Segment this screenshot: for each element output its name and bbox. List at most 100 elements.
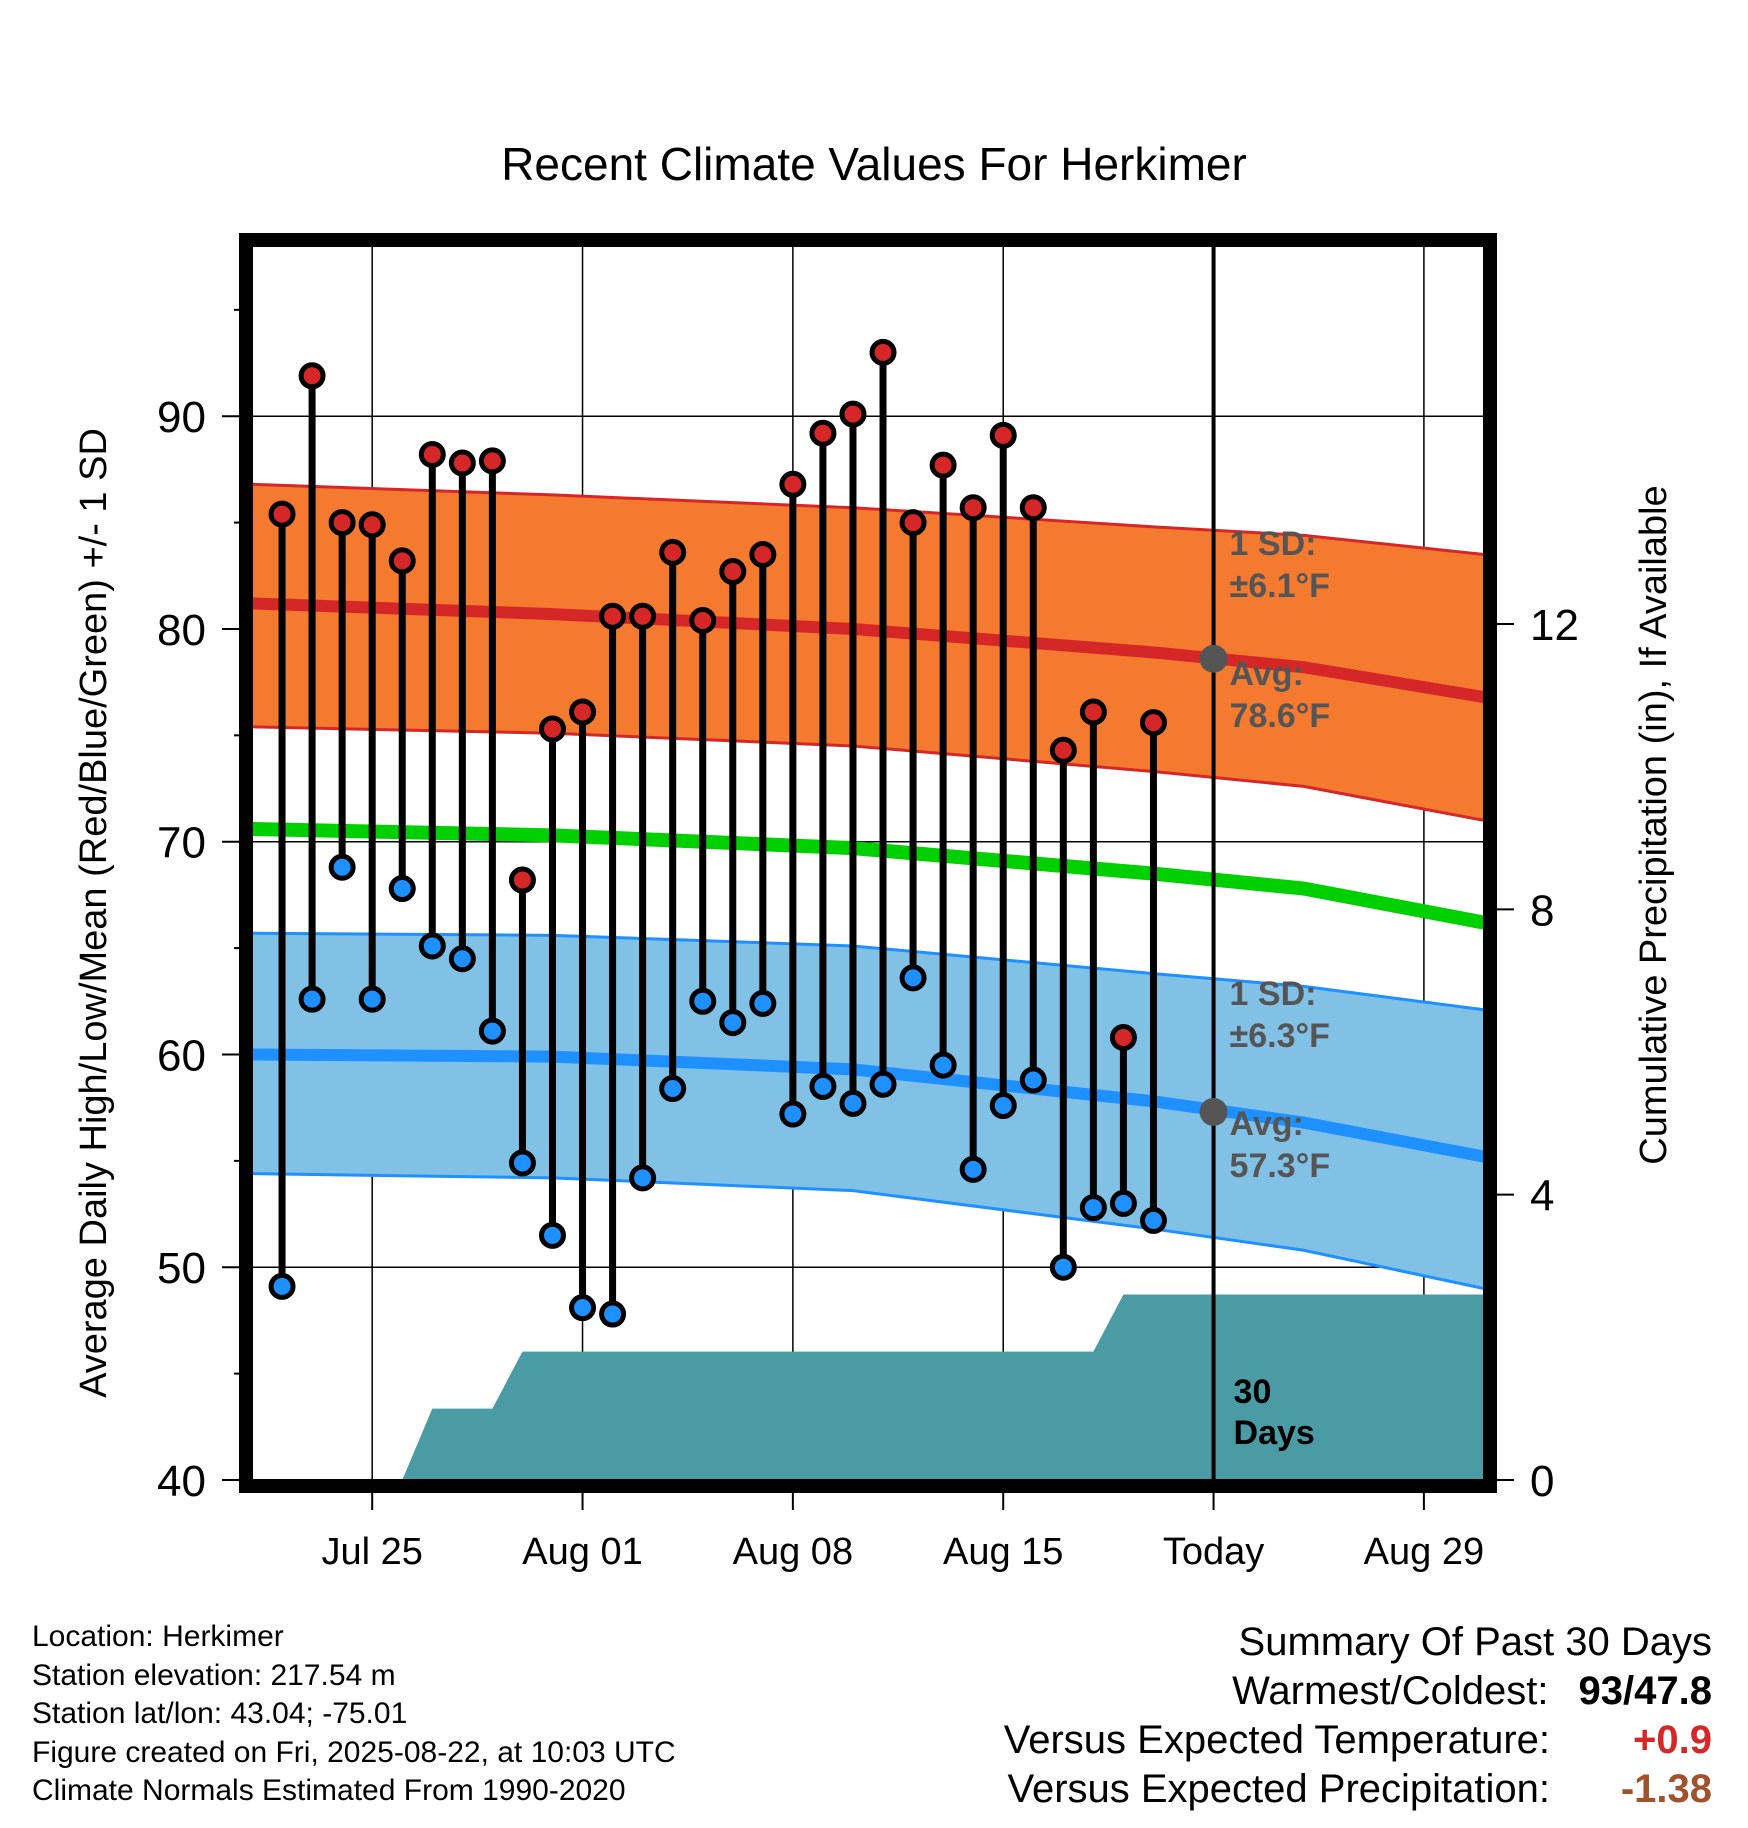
high-point: [298, 362, 326, 390]
y-tick-label: 70: [157, 819, 206, 868]
precip-anomaly-label: Versus Expected Precipitation:: [1007, 1767, 1550, 1811]
high-point: [478, 447, 506, 475]
high-point: [929, 451, 957, 479]
low-point: [839, 1089, 867, 1117]
high-point: [328, 509, 356, 537]
created-text: Figure created on Fri, 2025-08-22, at 10…: [32, 1735, 676, 1769]
high-point: [358, 511, 386, 539]
low-sd-band: [252, 933, 1484, 1289]
low-point: [1049, 1253, 1077, 1281]
summary-title: Summary Of Past 30 Days: [1238, 1620, 1712, 1664]
high-sd-annotation-value: ±6.1°F: [1230, 567, 1330, 605]
x-tick-label: Jul 25: [321, 1531, 422, 1573]
high-point: [1079, 698, 1107, 726]
high-point: [959, 494, 987, 522]
high-point: [569, 698, 597, 726]
high-point: [1049, 736, 1077, 764]
summary-warmest-row: Warmest/Coldest: 93/47.8: [1004, 1667, 1712, 1716]
low-point: [569, 1294, 597, 1322]
precip-days-label: 30: [1234, 1373, 1272, 1411]
warmest-label: Warmest/Coldest:: [1232, 1669, 1549, 1713]
low-point: [689, 987, 717, 1015]
y-tick-label: 90: [157, 393, 206, 442]
y-tick-label: 50: [157, 1244, 206, 1293]
high-point: [538, 715, 566, 743]
y2-tick-label: 4: [1530, 1172, 1554, 1221]
high-point: [1019, 494, 1047, 522]
y2-tick-label: 8: [1530, 886, 1554, 935]
low-point: [418, 932, 446, 960]
precip-days-value: Days: [1234, 1414, 1315, 1452]
high-point: [989, 421, 1017, 449]
high-point: [749, 541, 777, 568]
x-tick-label: Today: [1163, 1531, 1264, 1573]
high-point: [779, 470, 807, 498]
high-point: [388, 547, 416, 575]
high-sd-annotation-label: 1 SD:: [1230, 525, 1317, 563]
today-low-avg-marker: [1199, 1097, 1228, 1126]
low-point: [448, 945, 476, 973]
summary-temp-row: Versus Expected Temperature: +0.9: [1004, 1716, 1712, 1765]
low-point: [899, 964, 927, 992]
normals-text: Climate Normals Estimated From 1990-2020: [32, 1774, 626, 1807]
station-info: Location: Herkimer Station elevation: 21…: [32, 1618, 676, 1811]
low-avg-annotation-value: 57.3°F: [1230, 1147, 1331, 1185]
low-point: [538, 1221, 566, 1249]
low-avg-annotation-label: Avg:: [1230, 1105, 1304, 1143]
high-point: [689, 606, 717, 634]
x-tick-label: Aug 01: [522, 1531, 642, 1573]
low-point: [809, 1072, 837, 1100]
low-point: [749, 989, 777, 1017]
chart-title: Recent Climate Values For Herkimer: [501, 138, 1247, 190]
elevation-text: Station elevation: 217.54 m: [32, 1658, 396, 1692]
high-point: [809, 419, 837, 447]
high-point: [869, 338, 897, 366]
x-tick-label: Aug 29: [1364, 1531, 1484, 1573]
x-axis-label: Day: [840, 1605, 908, 1610]
low-point: [959, 1155, 987, 1183]
high-point: [599, 602, 627, 630]
low-sd-annotation-value: ±6.3°F: [1230, 1017, 1330, 1055]
high-point: [629, 602, 657, 630]
x-tick-label: Aug 08: [733, 1531, 853, 1573]
high-point: [659, 538, 687, 566]
y2-tick-label: 0: [1530, 1457, 1554, 1506]
high-point: [268, 500, 296, 528]
x-tick-label: Aug 15: [943, 1531, 1063, 1573]
low-point: [869, 1070, 897, 1098]
high-point: [418, 441, 446, 469]
high-avg-annotation-label: Avg:: [1230, 655, 1304, 693]
precip-area: [252, 1294, 1484, 1480]
high-point: [719, 558, 747, 586]
today-high-avg-marker: [1199, 644, 1228, 673]
normal-mean-line: [252, 821, 1484, 930]
y-tick-label: 60: [157, 1031, 206, 1080]
plot-frame: [239, 233, 1497, 1493]
low-point: [1019, 1066, 1047, 1094]
low-point: [719, 1009, 747, 1037]
precip-anomaly-value: -1.38: [1620, 1767, 1712, 1811]
high-point: [448, 449, 476, 477]
low-point: [328, 853, 356, 881]
low-point: [388, 875, 416, 903]
high-point: [1109, 1023, 1137, 1051]
low-point: [779, 1100, 807, 1128]
high-point: [508, 866, 536, 894]
warmest-value: 93/47.8: [1578, 1669, 1712, 1713]
latlon-text: Station lat/lon: 43.04; -75.01: [32, 1697, 408, 1730]
low-point: [929, 1051, 957, 1079]
low-point: [599, 1300, 627, 1328]
low-point: [478, 1017, 506, 1045]
y2-tick-label: 12: [1530, 601, 1579, 650]
climate-chart: 1 SD: ±6.1°F Avg: 78.6°F 1 SD: ±6.3°F Avg: 57.3…: [73, 138, 1675, 1610]
y-tick-label: 40: [157, 1457, 206, 1506]
high-avg-annotation-value: 78.6°F: [1230, 697, 1331, 735]
high-sd-band: [252, 484, 1484, 821]
low-point: [1079, 1194, 1107, 1222]
low-point: [989, 1092, 1017, 1120]
low-point: [358, 985, 386, 1013]
high-point: [839, 400, 867, 428]
temp-anomaly-label: Versus Expected Temperature:: [1003, 1718, 1550, 1762]
low-point: [508, 1149, 536, 1177]
low-point: [629, 1164, 657, 1192]
